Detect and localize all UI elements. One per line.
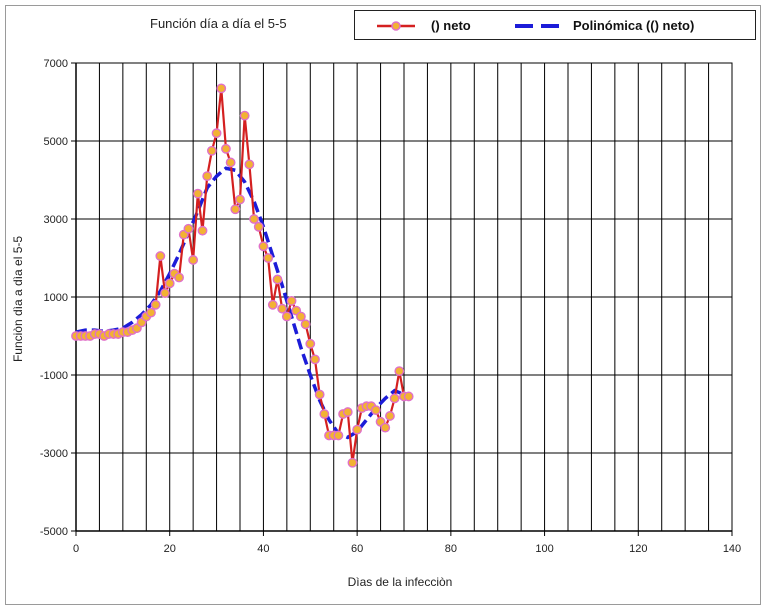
series-neto-point	[216, 83, 227, 94]
series-neto-point	[281, 311, 292, 322]
series-neto-point	[249, 214, 259, 224]
x-tick-label: 40	[257, 543, 269, 555]
series-neto-point	[342, 407, 353, 417]
series-neto-point	[160, 288, 170, 298]
chart-title: Función día a día el 5-5	[150, 16, 287, 31]
x-tick-label: 60	[351, 543, 363, 555]
series-neto-point	[188, 255, 199, 265]
chart-legend: () neto Polinómica (() neto)	[354, 10, 756, 40]
series-neto-point	[192, 188, 203, 199]
series-neto-point	[150, 299, 161, 310]
y-tick-label: -1000	[40, 370, 68, 382]
series-neto-point	[225, 157, 236, 168]
series-neto-point	[211, 128, 222, 139]
series-neto-point	[296, 311, 306, 322]
x-axis-label: Dìas de la infecciòn	[348, 575, 453, 589]
series-neto-point	[267, 299, 278, 310]
x-tick-label: 0	[73, 543, 79, 555]
series-neto-point	[347, 457, 358, 468]
series-neto-point	[174, 272, 184, 283]
y-tick-label: 7000	[44, 58, 68, 70]
series-neto-point	[333, 430, 344, 441]
series-neto-point	[305, 338, 316, 349]
series-neto-point	[206, 145, 217, 156]
series-markers	[71, 83, 414, 468]
x-tick-label: 20	[164, 543, 176, 555]
y-axis-label: Funciòn dìa a dìa el 5-5	[11, 236, 25, 362]
series-neto-point	[221, 143, 231, 154]
series-neto-point	[310, 354, 320, 365]
axes	[71, 62, 733, 536]
series-neto-point	[239, 110, 250, 121]
series-neto-point	[380, 422, 391, 433]
series-neto-point	[319, 409, 330, 419]
series-neto-point	[183, 223, 194, 234]
x-tick-label: 80	[445, 543, 457, 555]
series-neto-point	[277, 303, 288, 314]
series-neto-point	[146, 307, 156, 318]
legend-neto-marker	[391, 21, 401, 31]
series-neto-point	[263, 253, 274, 263]
y-tick-label: -3000	[40, 448, 68, 460]
series-neto-point	[385, 411, 395, 421]
series-neto-point	[314, 389, 325, 400]
x-tick-label: 140	[723, 543, 741, 555]
series-neto-point	[286, 295, 297, 306]
series-neto-point	[394, 366, 405, 376]
legend-poly-label: Polinómica (() neto)	[573, 18, 695, 33]
chart-frame	[5, 5, 761, 605]
x-tick-label: 100	[535, 543, 553, 555]
y-tick-label: 1000	[44, 292, 68, 304]
series-neto-point	[370, 405, 381, 415]
series-neto-point	[300, 319, 311, 330]
tick-labels: 0 20 40 60 80 100 120 140 -5000 -3000 -1000 1000 300…	[40, 58, 741, 555]
y-tick-label: 5000	[44, 136, 68, 148]
x-tick-label: 120	[629, 543, 647, 555]
grid-lines	[76, 62, 732, 531]
series-neto-point	[235, 194, 245, 205]
series-neto-point	[389, 393, 400, 404]
series-neto-point	[352, 424, 363, 435]
series-neto-point	[164, 278, 175, 289]
legend-neto-label: () neto	[431, 18, 471, 33]
y-tick-label: -5000	[40, 526, 68, 538]
series-neto-point	[155, 251, 166, 261]
series-neto-point	[197, 225, 208, 236]
series-neto-point	[230, 204, 241, 215]
series-neto-point	[258, 241, 269, 252]
legend-swatches	[377, 21, 559, 31]
series-neto-point	[202, 171, 213, 182]
series-neto-point	[272, 274, 283, 285]
series-neto-point	[244, 159, 255, 170]
y-tick-label: 3000	[44, 214, 68, 226]
series-neto-point	[253, 221, 264, 232]
series-neto-point	[403, 391, 414, 402]
